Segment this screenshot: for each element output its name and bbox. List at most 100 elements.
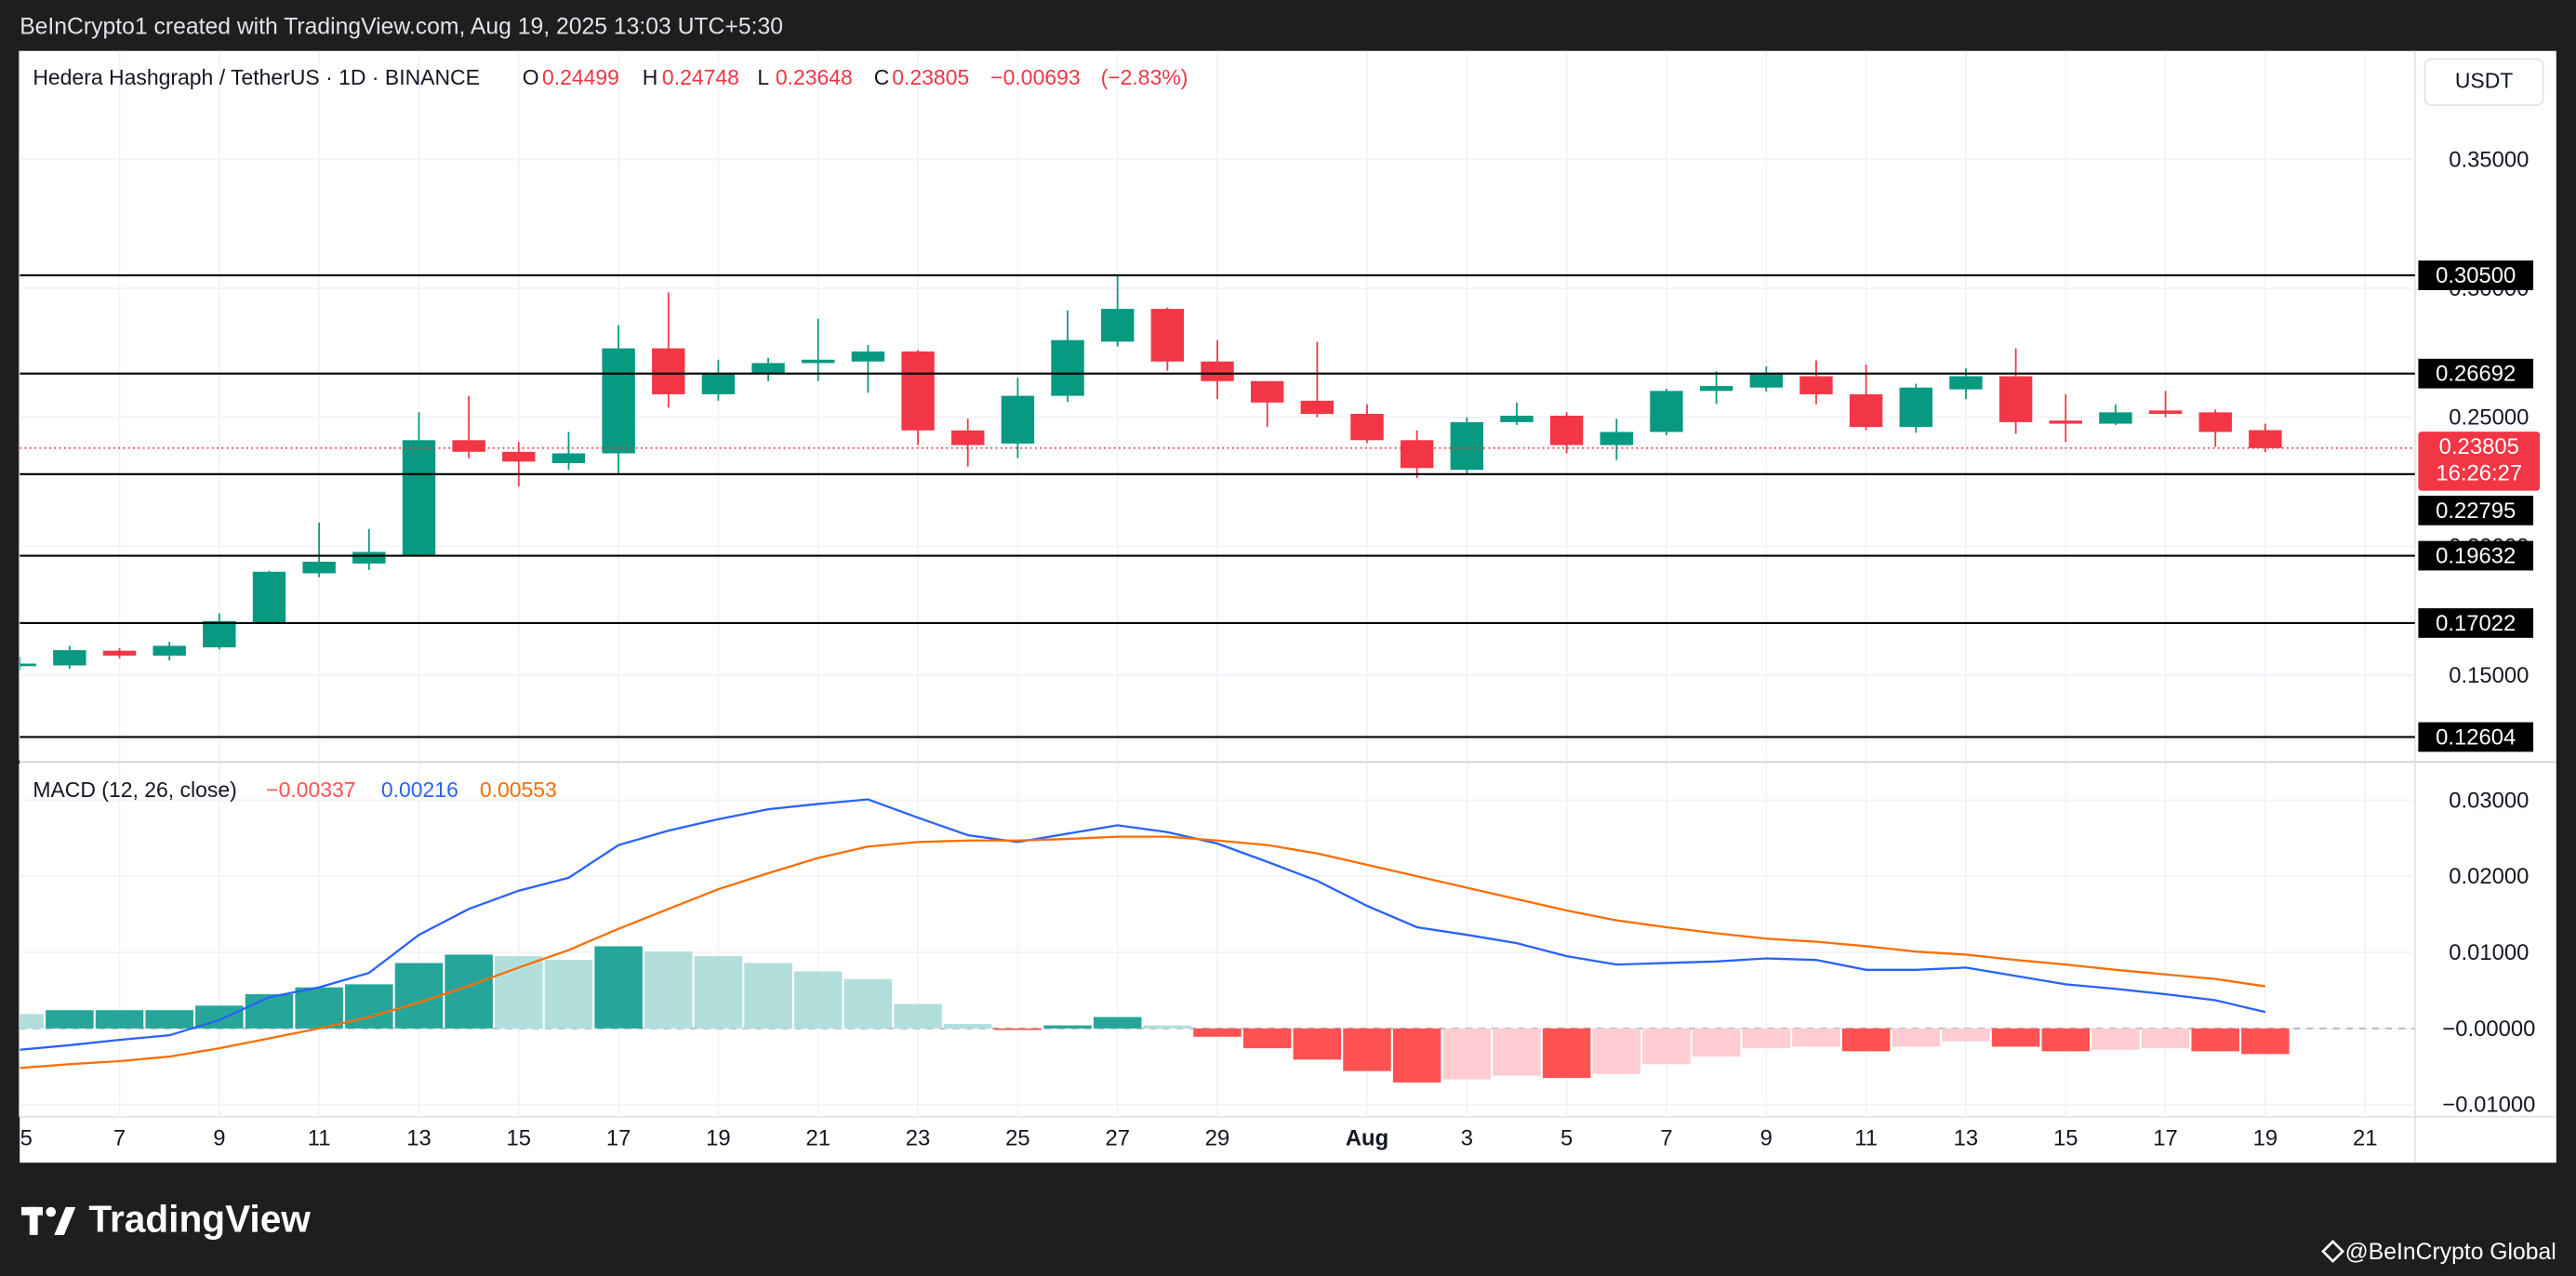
y-tick-label: 0.15000 [2449, 663, 2529, 688]
histogram-bar [894, 1004, 942, 1029]
x-tick-label: Aug [1346, 1126, 1388, 1151]
histogram-bar [2091, 1028, 2140, 1050]
credit: BeInCrypto1 created with TradingView.com… [20, 15, 783, 40]
histogram-bar [644, 951, 693, 1029]
candle-body [1450, 421, 1484, 471]
level-label-box [2418, 608, 2534, 638]
symbol-title: Hedera Hashgraph / TetherUS · 1D · BINAN… [33, 65, 480, 89]
x-tick-label: 19 [706, 1126, 731, 1151]
signal-value: 0.00553 [480, 778, 557, 802]
macd-value: 0.00216 [381, 778, 458, 802]
histogram-bar [993, 1028, 1042, 1030]
x-tick-label: 15 [507, 1126, 532, 1151]
logo-part [54, 1206, 76, 1235]
candle-body [2099, 412, 2132, 424]
histogram-bar [1093, 1017, 1142, 1029]
ohlc-key: C [874, 65, 890, 89]
level-label-box [2418, 540, 2534, 571]
candle-body [1500, 415, 1534, 422]
signal-line [20, 835, 2266, 1070]
level-label: 0.17022 [2436, 611, 2516, 636]
macd-plot [20, 798, 2415, 1083]
candle-body [1749, 374, 1784, 388]
candle-body [2249, 430, 2282, 448]
candle-body [452, 440, 485, 452]
y-tick-label: 0.25000 [2449, 405, 2529, 431]
ohlc-value: 0.23648 [776, 65, 853, 89]
change-percent: (−2.83%) [1101, 65, 1188, 89]
histogram-bar [744, 963, 792, 1029]
candle-body [53, 650, 86, 666]
x-tick-label: 25 [1005, 1126, 1030, 1151]
histogram-bar [2041, 1028, 2091, 1052]
histogram-bar [1991, 1028, 2040, 1047]
histogram-bar [1692, 1028, 1741, 1057]
candle-body [901, 351, 935, 431]
candle-body [2148, 410, 2183, 415]
x-tick-label: 27 [1105, 1126, 1130, 1151]
macd-title: MACD (12, 26, close) [33, 778, 236, 802]
logo-text: TradingView [88, 1197, 311, 1240]
histogram-bar [394, 963, 444, 1029]
x-tick-label: 17 [606, 1126, 631, 1151]
histogram-bar [594, 946, 643, 1029]
histogram-bar [1343, 1028, 1391, 1071]
candle-body [551, 453, 586, 464]
histogram-bar [20, 1014, 44, 1029]
level-label-box [2418, 260, 2534, 290]
y-tick-label: 0.01000 [2449, 940, 2529, 965]
logo-part [46, 1206, 57, 1217]
currency-box[interactable] [2423, 58, 2544, 106]
candle-body [1998, 376, 2033, 422]
histogram-bar [95, 1010, 144, 1029]
x-tick-label: 5 [1560, 1126, 1573, 1151]
candle-body [751, 363, 785, 373]
y-tick-label: 0.02000 [2449, 864, 2529, 889]
logo-part [29, 1206, 38, 1235]
level-label: 0.30500 [2436, 263, 2516, 288]
x-tick-label: 29 [1205, 1126, 1230, 1151]
ohlc-key: L [757, 65, 769, 89]
histogram-bar [1542, 1028, 1591, 1078]
histogram-bar [544, 960, 593, 1029]
histogram-bar [1493, 1028, 1541, 1076]
ohlc-key: O [523, 65, 539, 89]
histogram-bar [2141, 1028, 2190, 1049]
histogram-bar [1942, 1028, 1990, 1042]
histogram-bar [843, 978, 893, 1029]
candle-body [1600, 432, 1634, 445]
candle-body [102, 650, 137, 656]
histogram-bar [295, 987, 343, 1029]
x-tick-label: 21 [2353, 1126, 2378, 1151]
candle-body [302, 561, 336, 574]
histogram-bar [1841, 1028, 1891, 1052]
x-tick-label: 13 [1954, 1126, 1979, 1151]
candle-body [851, 351, 885, 362]
x-tick-label: 17 [2153, 1126, 2178, 1151]
countdown: 16:26:27 [2436, 460, 2522, 485]
tradingview-logo: TradingView [20, 1197, 311, 1240]
currency[interactable]: USDT [2455, 68, 2513, 92]
x-tick-label: 9 [1760, 1126, 1773, 1151]
x-tick-label: 5 [20, 1126, 33, 1151]
candle-body [352, 552, 386, 564]
change: −0.00693 [990, 65, 1080, 89]
candle-body [652, 348, 685, 394]
last-price-box [2418, 432, 2541, 491]
candle-body [602, 348, 635, 454]
candle-body [1051, 339, 1084, 396]
ohlc-value: 0.24499 [542, 65, 619, 89]
macd-line [20, 798, 2266, 1051]
y-tick-label: 0.03000 [2449, 788, 2529, 813]
x-tick-label: 21 [805, 1126, 830, 1151]
histogram-bar [46, 1010, 94, 1029]
candle-body [1799, 376, 1833, 394]
ohlc-key: H [643, 65, 658, 89]
x-tick-label: 11 [1854, 1126, 1878, 1151]
level-label-box [2418, 495, 2534, 525]
candle-body [802, 359, 835, 364]
price-plot [20, 273, 2415, 738]
